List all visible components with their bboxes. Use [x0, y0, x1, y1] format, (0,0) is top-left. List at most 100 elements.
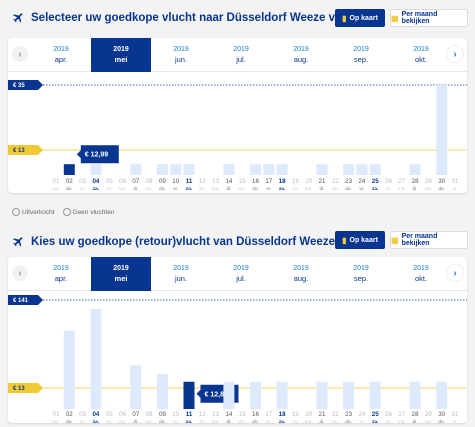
price-bar-25[interactable] — [369, 381, 381, 409]
price-bar-07[interactable] — [130, 164, 142, 175]
weekday-label: vr. — [452, 186, 457, 192]
price-bar-11[interactable] — [183, 381, 195, 409]
month-tab-aug[interactable]: 2019 aug. — [271, 257, 331, 291]
day-label[interactable]: 14 — [225, 411, 232, 418]
day-label[interactable]: 24 — [358, 178, 365, 185]
min-price-tag: € 13 — [8, 383, 43, 393]
day-label[interactable]: 16 — [252, 411, 259, 418]
day-label: 10 — [172, 411, 179, 418]
day-label: 19 — [292, 411, 299, 418]
price-bar-10[interactable] — [170, 164, 182, 175]
price-bar-02[interactable] — [63, 330, 75, 409]
day-label[interactable]: 18 — [279, 411, 286, 418]
prev-month-button[interactable]: ‹ — [12, 46, 28, 62]
weekday-label: wo. — [145, 187, 152, 192]
return-month-button[interactable]: ▦ Per maand bekijken — [390, 231, 468, 249]
price-bar-16[interactable] — [250, 381, 261, 409]
return-map-button[interactable]: ▮ Op kaart — [335, 231, 385, 249]
month-tab-sep[interactable]: 2019 sep. — [331, 38, 391, 72]
price-bar-30[interactable] — [436, 85, 448, 175]
month-tab-okt[interactable]: 2019 okt. — [391, 38, 451, 72]
price-bar-14[interactable] — [223, 164, 235, 175]
weekday-label: za. — [93, 187, 99, 192]
day-label[interactable]: 11 — [186, 178, 193, 185]
day-label[interactable]: 23 — [345, 178, 352, 185]
price-bar-23[interactable] — [343, 164, 355, 175]
day-label[interactable]: 17 — [265, 178, 272, 185]
day-label[interactable]: 28 — [412, 411, 419, 418]
day-label[interactable]: 18 — [279, 178, 286, 185]
price-bar-16[interactable] — [250, 164, 261, 175]
day-label[interactable]: 21 — [319, 411, 326, 418]
day-label[interactable]: 10 — [172, 178, 179, 185]
price-bar-21[interactable] — [316, 164, 328, 175]
month-tab-label: okt. — [414, 274, 428, 283]
month-tab-aug[interactable]: 2019 aug. — [271, 38, 331, 72]
day-label[interactable]: 09 — [159, 411, 166, 418]
day-label: 06 — [119, 178, 126, 185]
price-bar-17[interactable] — [263, 164, 275, 175]
day-label[interactable]: 14 — [225, 178, 232, 185]
next-month-button[interactable]: › — [447, 46, 463, 62]
price-bar-09[interactable] — [156, 164, 168, 175]
price-bar-23[interactable] — [343, 381, 355, 409]
month-tab-sep[interactable]: 2019 sep. — [331, 257, 391, 291]
day-label[interactable]: 02 — [66, 178, 73, 185]
month-tab-jun[interactable]: 2019 jun. — [151, 257, 211, 291]
day-label[interactable]: 25 — [372, 411, 379, 418]
month-tab-apr[interactable]: 2019 apr. — [31, 257, 91, 291]
day-label[interactable]: 07 — [132, 411, 139, 418]
price-bar-11[interactable] — [183, 164, 195, 175]
month-tab-jul[interactable]: 2019 jul. — [211, 257, 271, 291]
selected-price-label: € 12,82 — [205, 391, 228, 398]
price-bar-04[interactable] — [90, 164, 102, 175]
price-bar-02[interactable] — [63, 164, 75, 175]
day-label[interactable]: 04 — [92, 178, 99, 185]
month-tab-mei[interactable]: 2019 mei — [91, 38, 151, 72]
month-tab-apr[interactable]: 2019 apr. — [31, 38, 91, 72]
day-label: 31 — [452, 178, 459, 185]
day-label[interactable]: 09 — [159, 178, 166, 185]
price-bar-09[interactable] — [156, 374, 168, 409]
price-bar-25[interactable] — [369, 164, 381, 175]
day-label: 13 — [212, 411, 219, 418]
day-label[interactable]: 30 — [438, 178, 445, 185]
return-map-label: Op kaart — [349, 236, 378, 244]
day-label[interactable]: 04 — [92, 411, 99, 418]
day-label[interactable]: 30 — [438, 411, 445, 418]
month-tab-jul[interactable]: 2019 jul. — [211, 38, 271, 72]
day-label: 05 — [106, 178, 113, 185]
day-label[interactable]: 21 — [319, 178, 326, 185]
price-bar-28[interactable] — [409, 381, 421, 409]
price-bar-14[interactable] — [223, 381, 235, 409]
weekday-label: wo. — [425, 187, 432, 192]
month-tab-year: 2019 — [413, 46, 429, 53]
price-bar-07[interactable] — [130, 365, 142, 409]
day-label: 20 — [305, 178, 312, 185]
day-label[interactable]: 28 — [412, 178, 419, 185]
price-bar-21[interactable] — [316, 381, 328, 409]
month-tab-jun[interactable]: 2019 jun. — [151, 38, 211, 72]
price-bar-30[interactable] — [436, 381, 448, 409]
price-bar-18[interactable] — [276, 164, 288, 175]
weekday-label: ma. — [305, 420, 313, 423]
price-bar-04[interactable] — [90, 308, 102, 409]
month-tab-mei[interactable]: 2019 mei — [91, 257, 151, 291]
day-label[interactable]: 02 — [66, 411, 73, 418]
price-bar-18[interactable] — [276, 381, 288, 409]
day-label[interactable]: 11 — [186, 411, 193, 418]
price-bar-28[interactable] — [409, 164, 421, 175]
day-label[interactable]: 25 — [372, 178, 379, 185]
weekday-label: do. — [66, 419, 73, 423]
price-bar-24[interactable] — [356, 164, 368, 175]
month-tab-label: jul. — [236, 55, 246, 64]
day-label[interactable]: 16 — [252, 178, 259, 185]
outbound-map-button[interactable]: ▮ Op kaart — [335, 9, 385, 27]
month-tab-okt[interactable]: 2019 okt. — [391, 257, 451, 291]
selected-price-label: € 12,99 — [85, 152, 108, 159]
day-label[interactable]: 07 — [132, 178, 139, 185]
prev-month-button[interactable]: ‹ — [12, 265, 28, 281]
day-label[interactable]: 23 — [345, 411, 352, 418]
outbound-month-button[interactable]: ▦ Per maand bekijken — [390, 9, 468, 27]
next-month-button[interactable]: › — [447, 265, 463, 281]
